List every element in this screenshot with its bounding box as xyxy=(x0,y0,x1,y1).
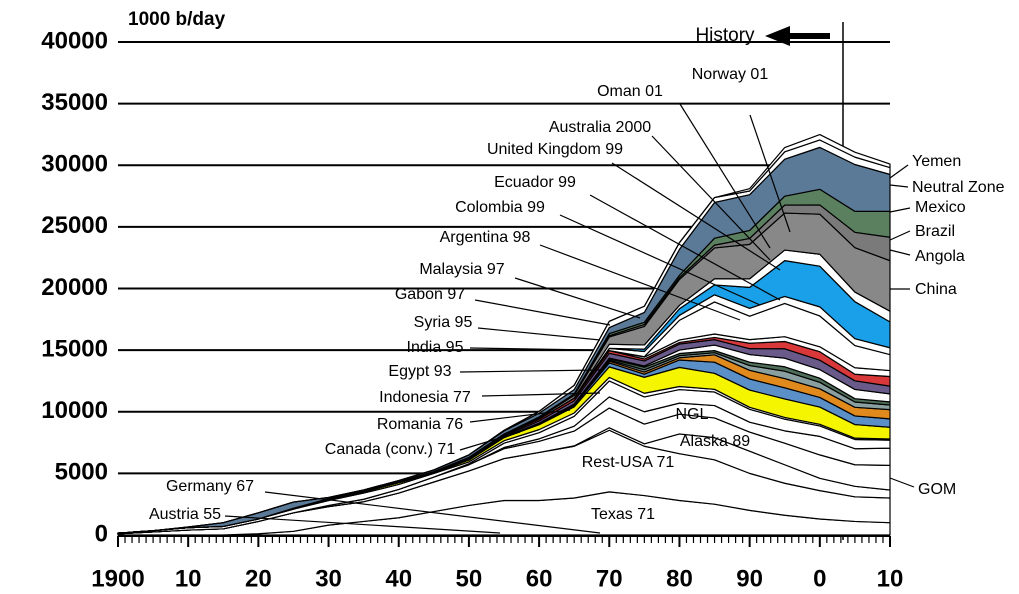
y-tick-label: 35000 xyxy=(41,89,108,116)
leader-line xyxy=(474,299,611,326)
leader-line xyxy=(889,249,911,256)
series-label: Neutral Zone xyxy=(912,179,1005,196)
y-tick-label: 30000 xyxy=(41,151,108,178)
leader-line xyxy=(459,431,521,451)
series-label: Gabon 97 xyxy=(395,286,465,303)
leader-line xyxy=(651,135,771,261)
leader-line xyxy=(889,230,911,241)
y-tick-label: 40000 xyxy=(41,27,108,54)
annotation: Germany 67 xyxy=(166,478,254,495)
leader-line xyxy=(589,194,781,301)
leader-line xyxy=(539,244,741,321)
y-tick-label: 10000 xyxy=(41,397,108,424)
annotation: History xyxy=(695,25,755,46)
annotation: Austria 55 xyxy=(149,506,221,523)
leader-line xyxy=(889,477,915,488)
area xyxy=(117,133,891,534)
series-label: Argentina 98 xyxy=(440,229,531,246)
x-tick-label: 20 xyxy=(245,565,272,592)
series-label: Syria 95 xyxy=(414,314,473,331)
series-label: Indonesia 77 xyxy=(379,389,471,406)
x-tick-label: 40 xyxy=(385,565,412,592)
series-label: Rest-USA 71 xyxy=(582,454,675,471)
series-label: Norway 01 xyxy=(692,66,769,83)
series-label: United Kingdom 99 xyxy=(487,141,623,158)
series-label: Mexico xyxy=(915,199,966,216)
series-label: Yemen xyxy=(912,153,961,170)
leader-line xyxy=(611,162,781,271)
x-tick-label: 50 xyxy=(456,565,483,592)
leader-line xyxy=(469,409,571,423)
leader-line xyxy=(889,164,909,179)
y-axis-label: 1000 b/day xyxy=(128,9,226,30)
x-tick-label: 80 xyxy=(666,565,693,592)
leader-line xyxy=(559,214,761,306)
series-label: Angola xyxy=(915,248,965,265)
leader-line xyxy=(749,114,791,233)
leader-line xyxy=(889,207,911,213)
series-label: Romania 76 xyxy=(377,416,463,433)
series-label: Alaska 89 xyxy=(680,433,750,450)
leader-line xyxy=(481,392,601,397)
y-tick-label: 5000 xyxy=(55,459,108,486)
series-label: Colombia 99 xyxy=(455,199,545,216)
leader-line xyxy=(477,327,601,341)
series-label: India 95 xyxy=(407,339,464,356)
series-label: Canada (conv.) 71 xyxy=(325,441,456,458)
series-label: Australia 2000 xyxy=(549,119,651,136)
series-label: Egypt 93 xyxy=(388,363,451,380)
series-label: NGL xyxy=(676,406,709,423)
x-tick-label: 90 xyxy=(736,565,763,592)
leader-line xyxy=(679,103,771,249)
x-tick-label: 10 xyxy=(877,565,904,592)
x-tick-label: 30 xyxy=(315,565,342,592)
x-tick-label: 10 xyxy=(175,565,202,592)
y-tick-label: 0 xyxy=(95,520,108,547)
series-label: Ecuador 99 xyxy=(494,174,576,191)
y-tick-label: 25000 xyxy=(41,212,108,239)
leader-line xyxy=(469,347,591,351)
x-tick-label: 0 xyxy=(813,565,826,592)
leader-line xyxy=(224,515,501,534)
leader-line xyxy=(889,184,909,188)
y-tick-label: 15000 xyxy=(41,335,108,362)
x-tick-label: 70 xyxy=(596,565,623,592)
series-label: Brazil xyxy=(915,223,955,240)
x-tick-label: 60 xyxy=(526,565,553,592)
series-label: Malaysia 97 xyxy=(419,261,504,278)
leader-line xyxy=(459,369,601,373)
leader-line xyxy=(264,491,601,534)
series-label: Texas 71 xyxy=(591,506,655,523)
series-label: Oman 01 xyxy=(597,83,663,100)
leader-line xyxy=(514,277,641,319)
series-label: GOM xyxy=(918,481,956,498)
x-tick-label: 1900 xyxy=(91,565,144,592)
y-tick-label: 20000 xyxy=(41,274,108,301)
series-label: China xyxy=(915,281,957,298)
